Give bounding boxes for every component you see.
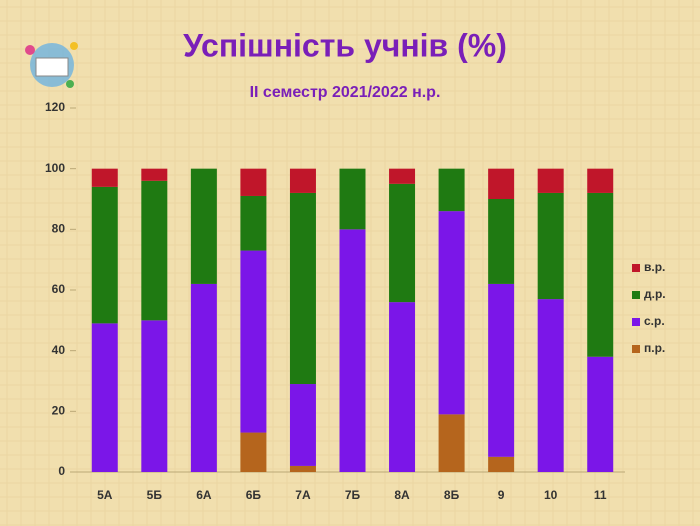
bar-segment <box>537 192 564 300</box>
bar-segment <box>488 456 515 472</box>
y-tick-label: 120 <box>45 100 65 114</box>
x-tick-label: 5А <box>97 488 113 502</box>
x-tick-label: 8А <box>394 488 410 502</box>
y-tick-label: 20 <box>52 404 66 418</box>
bar-segment <box>141 168 168 181</box>
bar-segment <box>488 283 515 457</box>
legend-swatch <box>632 291 640 299</box>
x-tick-label: 8Б <box>444 488 460 502</box>
bar-segment <box>289 168 316 193</box>
x-tick-label: 6А <box>196 488 212 502</box>
legend-label: с.р. <box>644 314 665 328</box>
bar-segment <box>141 320 168 472</box>
bar-segment <box>240 432 267 472</box>
y-tick-label: 80 <box>52 222 66 236</box>
bar-segment <box>339 229 366 472</box>
y-tick-label: 60 <box>52 282 66 296</box>
bar-segment <box>537 168 564 193</box>
bar-segment <box>91 323 118 472</box>
chart-title: Успішність учнів (%) <box>183 27 507 63</box>
bar-segment <box>438 414 465 472</box>
x-tick-label: 9 <box>498 488 505 502</box>
bar-segment <box>91 168 118 187</box>
bar-segment <box>438 168 465 212</box>
bar-segment <box>587 192 614 357</box>
bar-segment <box>389 183 416 303</box>
bar-segment <box>438 211 465 415</box>
x-tick-label: 10 <box>544 488 558 502</box>
legend-swatch <box>632 345 640 353</box>
logo-icon <box>25 42 78 88</box>
bar-segment <box>289 465 316 472</box>
bar-segment <box>141 180 168 321</box>
legend-label: д.р. <box>644 287 666 301</box>
bar-segment <box>190 168 217 284</box>
bar-segment <box>537 299 564 472</box>
legend-swatch <box>632 264 640 272</box>
legend-label: в.р. <box>644 260 665 274</box>
x-tick-label: 5Б <box>147 488 163 502</box>
chart-subtitle: ІІ семестр 2021/2022 н.р. <box>250 84 441 101</box>
bar-segment <box>289 192 316 385</box>
bar-segment <box>488 168 515 199</box>
legend-swatch <box>632 318 640 326</box>
y-tick-label: 40 <box>52 343 66 357</box>
x-tick-label: 11 <box>594 488 607 502</box>
bar-segment <box>339 168 366 230</box>
x-tick-label: 6Б <box>246 488 262 502</box>
bar-segment <box>289 384 316 466</box>
y-tick-label: 0 <box>58 464 65 478</box>
x-tick-label: 7А <box>295 488 311 502</box>
x-tick-label: 7Б <box>345 488 361 502</box>
bar-segment <box>389 168 416 184</box>
bar-segment <box>240 168 267 196</box>
bar-segment <box>91 186 118 324</box>
bar-segment <box>240 195 267 251</box>
y-tick-label: 100 <box>45 161 65 175</box>
bar-segment <box>587 168 614 193</box>
bar-segment <box>389 302 416 472</box>
bar-segment <box>240 250 267 433</box>
bar-segment <box>190 283 217 472</box>
legend-label: п.р. <box>644 341 665 355</box>
bar-segment <box>488 199 515 284</box>
bar-segment <box>587 356 614 472</box>
